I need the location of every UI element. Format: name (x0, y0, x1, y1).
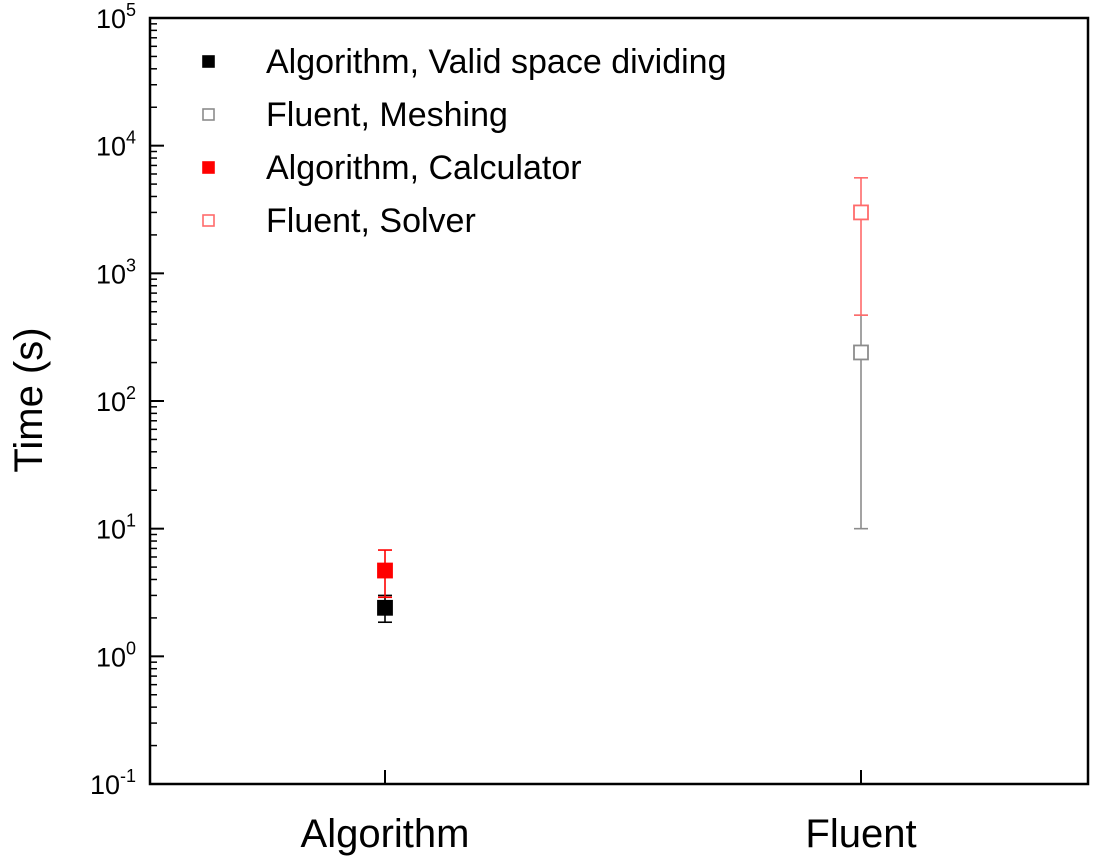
legend-marker (202, 55, 215, 68)
series-point (377, 594, 393, 624)
series-point (853, 314, 869, 530)
legend: Algorithm, Valid space dividing Fluent, M… (202, 43, 727, 240)
legend-marker (202, 108, 215, 121)
y-tick-label: 105 (96, 0, 136, 34)
y-tick-label: 103 (96, 255, 136, 289)
y-axis-label: Time (s) (7, 327, 51, 472)
series-point (377, 549, 393, 599)
legend-label: Fluent, Meshing (266, 96, 508, 134)
y-tick-label: 102 (96, 383, 136, 417)
legend-marker (202, 214, 215, 227)
y-tick-exponent: 4 (126, 128, 136, 148)
y-tick-exponent: 5 (126, 0, 136, 20)
y-tick-exponent: 3 (126, 255, 136, 275)
y-tick-label: 101 (96, 511, 136, 545)
legend-label: Algorithm, Valid space dividing (266, 43, 727, 81)
y-tick-label: 10-1 (90, 766, 136, 800)
data-marks (377, 177, 869, 624)
y-tick-exponent: 1 (126, 511, 136, 531)
data-marker (853, 204, 869, 221)
legend-label: Fluent, Solver (266, 202, 476, 240)
y-tick-exponent: 2 (126, 383, 136, 403)
legend-item: Fluent, Meshing (202, 96, 508, 134)
data-marker (377, 599, 393, 616)
legend-item: Algorithm, Calculator (202, 149, 582, 187)
legend-item: Fluent, Solver (202, 202, 476, 240)
y-tick-exponent: 0 (126, 638, 136, 658)
x-axis-ticks: Algorithm Fluent (301, 770, 917, 856)
x-tick-label: Fluent (805, 812, 916, 856)
legend-marker (202, 161, 215, 174)
legend-label: Algorithm, Calculator (266, 149, 582, 187)
y-tick-label: 100 (96, 638, 136, 672)
legend-item: Algorithm, Valid space dividing (202, 43, 727, 81)
series-point (853, 177, 869, 316)
x-tick-label: Algorithm (301, 812, 470, 856)
data-marker (853, 344, 869, 361)
data-marker (377, 562, 393, 579)
y-tick-exponent: -1 (120, 766, 136, 786)
y-tick-label: 104 (96, 128, 136, 162)
